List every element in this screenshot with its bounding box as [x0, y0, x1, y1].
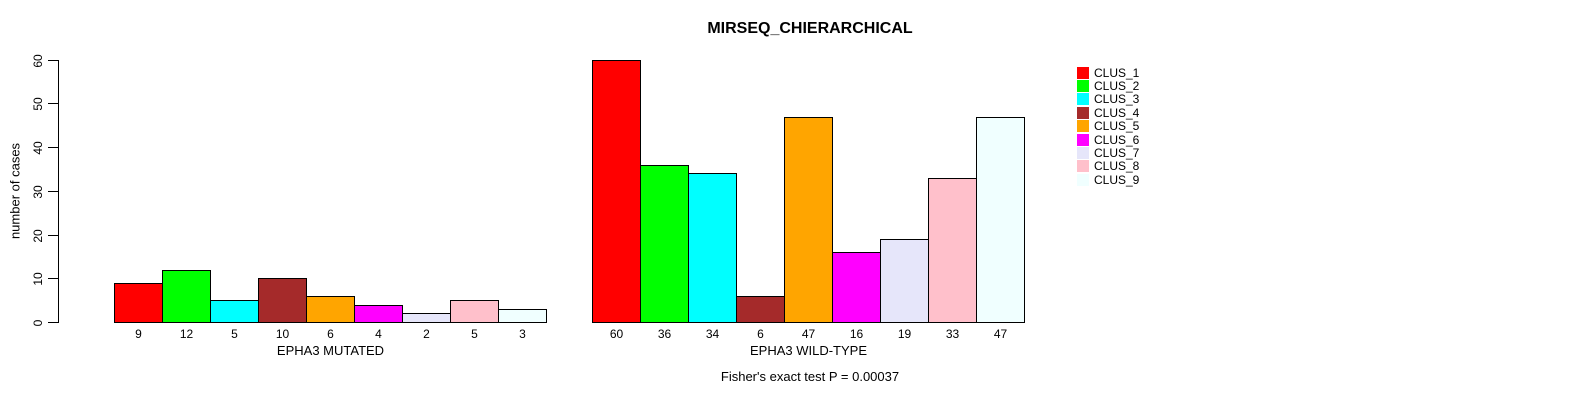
- legend: CLUS_1 CLUS_2 CLUS_3 CLUS_4 CLUS_5 CLUS_6 CLUS…: [1077, 66, 1139, 187]
- legend-swatch-clus_7: [1077, 147, 1089, 160]
- y-tick-mark: [48, 191, 58, 192]
- bar-epha3-mutated-clus_8: [450, 300, 499, 323]
- legend-swatch-clus_6: [1077, 133, 1089, 146]
- bar-value-label: 19: [897, 327, 912, 341]
- bar-value-label: 5: [471, 327, 478, 341]
- legend-swatch-clus_3: [1077, 93, 1089, 106]
- legend-label: CLUS_5: [1094, 119, 1140, 134]
- legend-swatch-clus_4: [1077, 106, 1089, 119]
- legend-label: CLUS_3: [1094, 92, 1140, 107]
- bar-value-label: 10: [275, 327, 290, 341]
- bar-epha3-mutated-clus_3: [210, 300, 259, 323]
- y-tick-label: 0: [31, 319, 45, 326]
- legend-swatch-clus_5: [1077, 120, 1089, 133]
- legend-swatch-clus_2: [1077, 80, 1089, 93]
- legend-label: CLUS_7: [1094, 146, 1140, 161]
- y-axis-title: number of cases: [7, 142, 23, 240]
- bar-value-label: 6: [757, 327, 764, 341]
- y-tick-mark: [48, 235, 58, 236]
- bar-value-label: 5: [231, 327, 238, 341]
- bar-epha3-mutated-clus_2: [162, 270, 211, 323]
- legend-swatch-clus_9: [1077, 173, 1089, 186]
- bar-epha3-wild-type-clus_6: [832, 252, 881, 323]
- bar-value-label: 60: [609, 327, 624, 341]
- bar-value-label: 47: [993, 327, 1008, 341]
- legend-item-clus_5: CLUS_5: [1077, 120, 1139, 133]
- bar-epha3-wild-type-clus_9: [976, 117, 1025, 323]
- legend-label: CLUS_2: [1094, 79, 1140, 94]
- y-tick-label: 10: [31, 271, 45, 286]
- legend-label: CLUS_9: [1094, 172, 1140, 187]
- y-tick-label: 40: [31, 140, 45, 155]
- bar-value-label: 47: [801, 327, 816, 341]
- bar-value-label: 33: [945, 327, 960, 341]
- y-tick-label: 60: [31, 53, 45, 68]
- bar-epha3-mutated-clus_9: [498, 309, 547, 323]
- legend-item-clus_8: CLUS_8: [1077, 160, 1139, 173]
- legend-item-clus_1: CLUS_1: [1077, 66, 1139, 79]
- y-tick-mark: [48, 322, 58, 323]
- bar-value-label: 6: [327, 327, 334, 341]
- bar-epha3-wild-type-clus_4: [736, 296, 785, 323]
- bar-value-label: 36: [657, 327, 672, 341]
- bar-epha3-wild-type-clus_5: [784, 117, 833, 323]
- bar-value-label: 2: [423, 327, 430, 341]
- legend-item-clus_2: CLUS_2: [1077, 79, 1140, 94]
- bar-epha3-mutated-clus_4: [258, 278, 307, 323]
- legend-label: CLUS_4: [1094, 105, 1140, 120]
- group-label-epha3-wild-type: EPHA3 WILD-TYPE: [749, 343, 868, 358]
- y-tick-label: 20: [31, 228, 45, 243]
- legend-label: CLUS_6: [1094, 132, 1140, 147]
- bar-epha3-wild-type-clus_8: [928, 178, 977, 323]
- bar-value-label: 9: [135, 327, 142, 341]
- legend-item-clus_4: CLUS_4: [1077, 106, 1139, 119]
- bar-value-label: 16: [849, 327, 864, 341]
- legend-label: CLUS_8: [1094, 159, 1140, 174]
- legend-swatch-clus_1: [1077, 66, 1089, 79]
- y-tick-label: 50: [31, 96, 45, 111]
- chart-title: MIRSEQ_CHIERARCHICAL: [707, 20, 913, 37]
- y-tick-mark: [48, 103, 58, 104]
- bar-value-label: 4: [375, 327, 382, 341]
- bar-epha3-mutated-clus_6: [354, 305, 403, 323]
- bar-epha3-mutated-clus_5: [306, 296, 355, 323]
- bar-epha3-wild-type-clus_1: [592, 60, 641, 323]
- legend-item-clus_3: CLUS_3: [1077, 93, 1139, 106]
- bar-epha3-mutated-clus_1: [114, 283, 163, 323]
- bar-epha3-wild-type-clus_2: [640, 165, 689, 323]
- y-tick-mark: [48, 60, 58, 61]
- legend-item-clus_9: CLUS_9: [1077, 173, 1139, 186]
- group-label-epha3-mutated: EPHA3 MUTATED: [276, 343, 385, 358]
- legend-item-clus_7: CLUS_7: [1077, 146, 1140, 161]
- annotation-text: Fisher's exact test P = 0.00037: [720, 369, 900, 384]
- y-tick-mark: [48, 278, 58, 279]
- bar-epha3-wild-type-clus_3: [688, 173, 737, 323]
- bar-epha3-mutated-clus_7: [402, 313, 451, 323]
- bar-value-label: 3: [519, 327, 526, 341]
- bar-epha3-wild-type-clus_7: [880, 239, 929, 323]
- legend-item-clus_6: CLUS_6: [1077, 133, 1139, 146]
- y-tick-mark: [48, 147, 58, 148]
- y-tick-label: 30: [31, 184, 45, 199]
- y-axis-line: [58, 60, 59, 323]
- legend-swatch-clus_8: [1077, 160, 1089, 173]
- legend-label: CLUS_1: [1094, 65, 1140, 80]
- bar-value-label: 12: [179, 327, 194, 341]
- bar-value-label: 34: [705, 327, 720, 341]
